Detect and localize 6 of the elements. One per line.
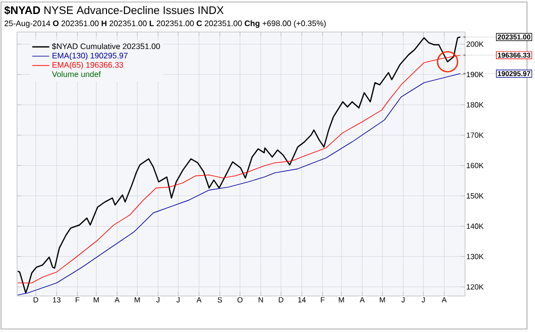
legend-label: EMA(130) 190295.97 bbox=[52, 52, 128, 60]
legend-label: $NYAD Cumulative 202351.00 bbox=[52, 43, 160, 50]
chart-title: $NYAD NYSE Advance-Decline Issues INDX bbox=[4, 6, 224, 15]
legend-label: EMA(65) 196366.33 bbox=[52, 62, 124, 70]
text: 25-Aug-2014 O 202351.00 H 202351.00 L 202351.00 C 202351.00 Chg +698.00 (+0.35%) bbox=[4, 20, 326, 28]
annotation: Volume undef bbox=[52, 71, 101, 78]
